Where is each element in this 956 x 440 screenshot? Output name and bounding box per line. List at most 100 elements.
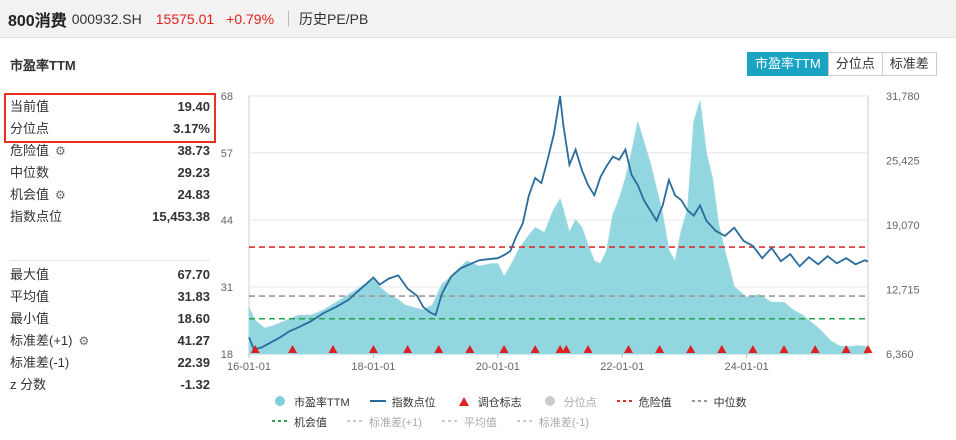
tab-std-dev[interactable]: 标准差 — [881, 52, 937, 76]
legend-circle-icon — [272, 395, 288, 410]
legend-label: 机会值 — [294, 417, 327, 429]
legend-item[interactable]: 标准差(-1) — [516, 414, 589, 430]
y-left-tick-label: 31 — [221, 282, 233, 294]
y-left-tick-label: 18 — [221, 349, 233, 361]
rebalance-marker — [863, 345, 873, 353]
legend-triangle-icon — [456, 395, 472, 410]
stat-label: 指数点位 — [10, 209, 63, 224]
stat-value: 19.40 — [177, 99, 210, 114]
settings-icon[interactable]: ⚙ — [55, 144, 66, 158]
rebalance-marker — [250, 345, 260, 353]
legend-item[interactable]: 标准差(+1) — [347, 414, 422, 430]
rebalance-marker — [328, 345, 338, 353]
history-pe-pb-tab[interactable]: 历史PE/PB — [299, 10, 369, 27]
index-name: 800消费 — [8, 12, 67, 30]
chart-legend: 市盈率TTM 指数点位 调仓标志 分位点 危险值 中位数 机会值 标准差(+1) 平均值 标准差… — [272, 392, 912, 432]
stat-row-mean: 平均值 31.83 — [10, 286, 210, 308]
legend-label: 指数点位 — [391, 397, 436, 409]
y-right-tick-label: 6,360 — [886, 349, 914, 361]
stats-divider — [10, 260, 210, 261]
legend-item[interactable]: 调仓标志 — [456, 394, 522, 410]
index-price: 15575.01 — [155, 10, 215, 27]
legend-item[interactable]: 市盈率TTM — [272, 394, 350, 410]
rebalance-marker — [499, 345, 509, 353]
tab-percentile[interactable]: 分位点 — [827, 52, 883, 76]
legend-item[interactable]: 指数点位 — [369, 394, 436, 410]
stat-value: -1.32 — [180, 377, 210, 392]
rebalance-marker — [434, 345, 444, 353]
rebalance-marker — [465, 345, 475, 353]
legend-line-icon — [369, 395, 386, 410]
x-tick-label: 18-01-01 — [351, 361, 395, 373]
y-right-tick-label: 31,780 — [886, 91, 920, 103]
x-tick-label: 22-01-01 — [600, 361, 644, 373]
legend-item[interactable]: 危险值 — [616, 394, 672, 410]
stat-row-min: 最小值 18.60 — [10, 308, 210, 330]
legend-label: 标准差(-1) — [538, 417, 589, 429]
stat-label: 危险值 — [10, 143, 50, 158]
settings-icon[interactable]: ⚙ — [55, 188, 66, 202]
stat-label: 标准差(+1) — [10, 333, 73, 348]
rebalance-marker — [561, 345, 571, 353]
legend-dash-icon — [347, 415, 363, 430]
stat-label: 中位数 — [10, 165, 50, 180]
legend-label: 平均值 — [463, 417, 497, 429]
legend-item[interactable]: 中位数 — [691, 394, 747, 410]
stat-value: 67.70 — [177, 267, 210, 282]
stat-value: 3.17% — [173, 121, 210, 136]
y-right-tick-label: 12,715 — [886, 285, 920, 297]
stat-label: 标准差(-1) — [10, 355, 70, 370]
stat-value: 41.27 — [177, 333, 210, 348]
legend-item[interactable]: 分位点 — [542, 394, 597, 410]
legend-label: 标准差(+1) — [369, 417, 422, 429]
plot-frame — [248, 95, 869, 355]
rebalance-marker — [655, 345, 665, 353]
x-tick-label: 20-01-01 — [476, 361, 520, 373]
stat-row-std-minus: 标准差(-1) 22.39 — [10, 352, 210, 374]
legend-row: 市盈率TTM 指数点位 调仓标志 分位点 危险值 中位数 — [272, 392, 912, 412]
rebalance-marker — [530, 345, 540, 353]
stat-value: 29.23 — [177, 165, 210, 180]
x-tick-label: 24-01-01 — [725, 361, 769, 373]
stat-value: 38.73 — [177, 143, 210, 158]
index-level-line — [248, 95, 869, 351]
y-left-tick-label: 57 — [221, 148, 233, 160]
stat-label: 机会值 — [10, 187, 50, 202]
stat-row-std-plus: 标准差(+1) ⚙ 41.27 — [10, 330, 210, 352]
stat-label: 最大值 — [10, 267, 50, 282]
stat-value: 22.39 — [177, 355, 210, 370]
legend-circle-icon — [542, 395, 558, 410]
legend-label: 危险值 — [638, 397, 672, 409]
legend-dash-icon — [691, 395, 708, 410]
settings-icon[interactable]: ⚙ — [78, 334, 90, 348]
rebalance-marker — [403, 345, 413, 353]
stat-row-current: 当前值 19.40 — [10, 96, 210, 118]
stat-value: 24.83 — [177, 187, 210, 202]
legend-label: 市盈率TTM — [294, 397, 350, 409]
stats-top: 当前值 19.40 分位点 3.17% 危险值 ⚙ 38.73 中位数 29.23… — [10, 96, 210, 228]
legend-label: 中位数 — [713, 397, 747, 409]
stat-row-zscore: z 分数 -1.32 — [10, 374, 210, 396]
legend-dash-icon — [516, 415, 533, 430]
header-bar: 800消费 000932.SH 15575.01 +0.79% 历史PE/PB — [0, 0, 956, 38]
rebalance-marker — [779, 345, 789, 353]
stat-row-median: 中位数 29.23 — [10, 162, 210, 184]
stat-row-opportunity: 机会值 ⚙ 24.83 — [10, 184, 210, 206]
pe-ttm-area — [248, 101, 869, 355]
legend-label: 调仓标志 — [477, 397, 522, 409]
legend-row: 机会值 标准差(+1) 平均值 标准差(-1) — [272, 412, 912, 432]
stat-value: 15,453.38 — [152, 209, 210, 224]
rebalance-marker — [623, 345, 633, 353]
y-right-tick-label: 25,425 — [886, 156, 920, 168]
legend-dash-icon — [441, 415, 458, 430]
legend-dash-icon — [272, 415, 288, 430]
y-right-tick-label: 19,070 — [886, 220, 920, 232]
legend-item[interactable]: 机会值 — [272, 414, 327, 430]
legend-label: 分位点 — [563, 397, 597, 409]
stat-label: 当前值 — [10, 99, 50, 114]
index-change: +0.79% — [226, 10, 275, 27]
rebalance-marker — [748, 345, 758, 353]
legend-item[interactable]: 平均值 — [441, 414, 497, 430]
y-left-tick-label: 44 — [221, 215, 233, 227]
tab-pe-ttm[interactable]: 市盈率TTM — [747, 52, 829, 76]
